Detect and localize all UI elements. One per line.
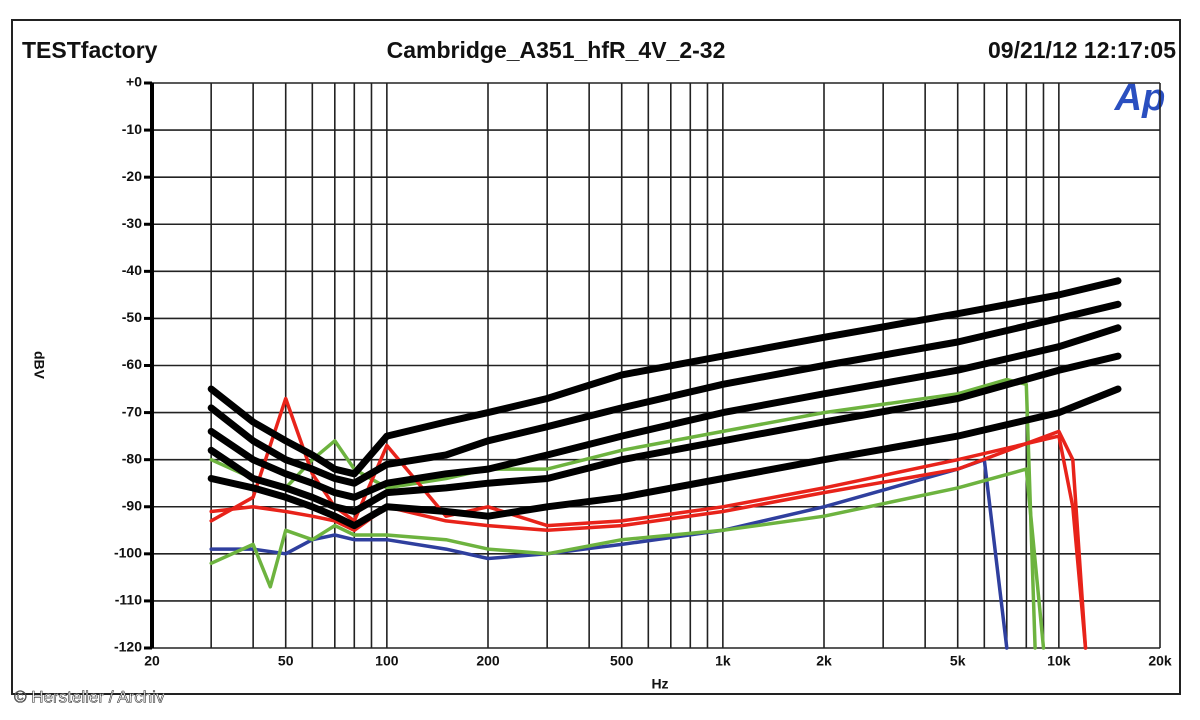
x-tick-label: 1k bbox=[715, 653, 731, 669]
x-tick-label: 20k bbox=[1148, 653, 1172, 669]
x-tick-label: 200 bbox=[476, 653, 500, 669]
y-axis-label: dBV bbox=[31, 351, 47, 380]
chart-title: Cambridge_A351_hfR_4V_2-32 bbox=[387, 37, 726, 63]
y-tick-label: -80 bbox=[122, 450, 142, 466]
series-line bbox=[209, 457, 1009, 650]
y-tick-label: -30 bbox=[122, 215, 142, 231]
y-tick-label: -120 bbox=[114, 639, 142, 655]
x-tick-label: 100 bbox=[375, 653, 399, 669]
y-tick-label: -20 bbox=[122, 168, 142, 184]
y-tick-label: -110 bbox=[115, 592, 142, 608]
series-line bbox=[209, 429, 1088, 650]
y-tick-label: -10 bbox=[122, 121, 142, 137]
x-tick-label: 5k bbox=[950, 653, 966, 669]
title-left: TESTfactory bbox=[22, 37, 158, 63]
y-tick-label: -40 bbox=[122, 262, 142, 278]
series-line bbox=[207, 324, 1122, 501]
x-tick-label: 10k bbox=[1047, 653, 1071, 669]
x-tick-label: 500 bbox=[610, 653, 634, 669]
y-tick-label: -70 bbox=[122, 403, 142, 419]
y-tick-label: -60 bbox=[122, 356, 142, 372]
y-tick-label: +0 bbox=[126, 74, 142, 90]
x-tick-label: 20 bbox=[144, 653, 160, 669]
series-line bbox=[207, 277, 1122, 478]
y-tick-label: -90 bbox=[122, 497, 142, 513]
frame bbox=[11, 19, 1181, 695]
x-tick-label: 2k bbox=[816, 653, 832, 669]
series-line bbox=[209, 467, 1046, 650]
x-tick-label: 50 bbox=[278, 653, 294, 669]
series-line bbox=[207, 300, 1122, 487]
logo: Ap bbox=[1114, 77, 1166, 119]
y-tick-label: -100 bbox=[114, 545, 142, 561]
credit: © Hersteller / Archiv bbox=[14, 687, 165, 706]
x-axis-label: Hz bbox=[651, 676, 668, 692]
title-right: 09/21/12 12:17:05 bbox=[988, 37, 1176, 63]
y-tick-label: -50 bbox=[122, 309, 142, 325]
series-line bbox=[207, 385, 1122, 530]
series-line bbox=[207, 352, 1122, 515]
